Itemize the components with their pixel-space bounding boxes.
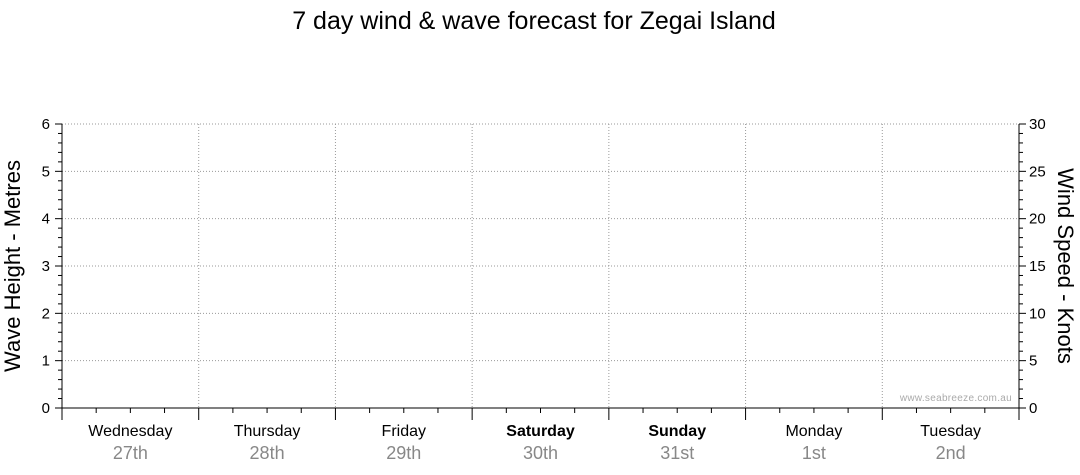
day-date-label: 27th xyxy=(113,443,148,463)
right-tick-label: 25 xyxy=(1029,163,1046,180)
right-tick-label: 30 xyxy=(1029,116,1046,133)
left-tick-label: 6 xyxy=(42,116,50,133)
day-name-label: Monday xyxy=(785,423,842,440)
day-name-label: Saturday xyxy=(506,423,575,440)
day-date-label: 28th xyxy=(250,443,285,463)
day-date-label: 31st xyxy=(660,443,694,463)
day-name-label: Friday xyxy=(382,423,426,440)
left-tick-label: 1 xyxy=(42,353,50,370)
day-name-label: Sunday xyxy=(648,423,706,440)
watermark: www.seabreeze.com.au xyxy=(899,393,1012,404)
left-tick-label: 5 xyxy=(42,163,50,180)
left-axis-ticks: 0 1 2 3 4 5 6 xyxy=(42,116,62,417)
right-tick-label: 10 xyxy=(1029,305,1046,322)
right-tick-label: 5 xyxy=(1029,353,1037,370)
left-tick-label: 0 xyxy=(42,400,50,417)
axes xyxy=(61,124,1020,420)
day-date-label: 2nd xyxy=(936,443,966,463)
day-labels: Wednesday 27th Thursday 28th Friday 29th Satur… xyxy=(88,423,981,463)
left-axis-label: Wave Height - Metres xyxy=(0,160,25,372)
day-name-label: Thursday xyxy=(234,423,301,440)
right-tick-label: 15 xyxy=(1029,258,1046,275)
day-date-label: 1st xyxy=(802,443,826,463)
left-tick-label: 3 xyxy=(42,258,50,275)
right-tick-label: 20 xyxy=(1029,211,1046,228)
right-axis-ticks: 0 5 10 15 20 25 30 xyxy=(1019,116,1046,417)
chart-title: 7 day wind & wave forecast for Zegai Isl… xyxy=(292,7,776,35)
left-tick-label: 2 xyxy=(42,305,50,322)
grid xyxy=(62,123,1019,408)
day-date-label: 29th xyxy=(386,443,421,463)
day-name-label: Tuesday xyxy=(920,423,981,440)
right-tick-label: 0 xyxy=(1029,400,1037,417)
right-axis-label: Wind Speed - Knots xyxy=(1053,168,1078,364)
day-date-label: 30th xyxy=(523,443,558,463)
day-name-label: Wednesday xyxy=(88,423,172,440)
left-tick-label: 4 xyxy=(42,211,50,228)
